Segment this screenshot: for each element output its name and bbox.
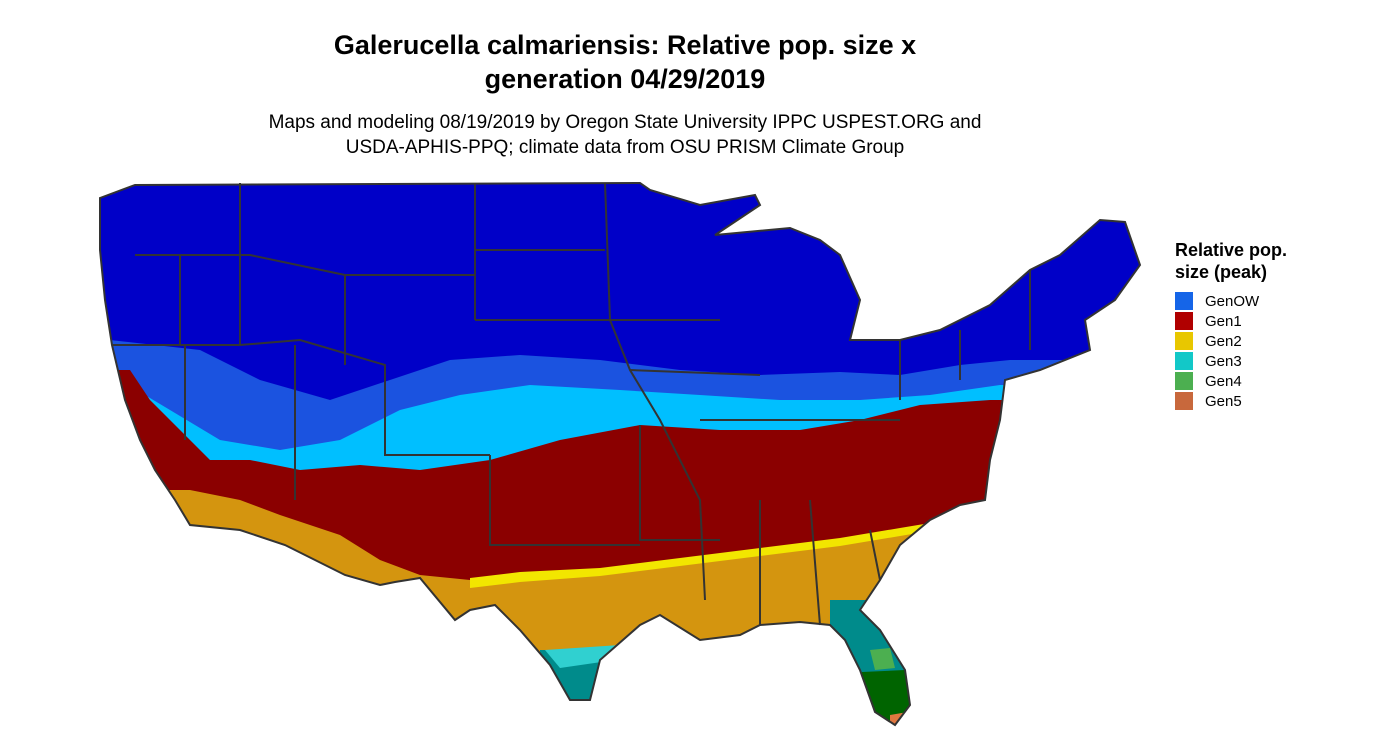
state-line-mississippi xyxy=(604,182,706,601)
legend-label-genow: GenOW xyxy=(1205,292,1260,310)
legend-label-gen2: Gen2 xyxy=(1205,332,1242,350)
zone-green-florida xyxy=(870,648,895,670)
legend-swatch-gen4 xyxy=(1175,372,1193,390)
legend-label-gen5: Gen5 xyxy=(1205,392,1242,410)
legend-item-gen2: Gen2 xyxy=(1175,331,1287,351)
legend-title-line1: Relative pop. xyxy=(1175,240,1288,260)
legend-item-gen4: Gen4 xyxy=(1175,371,1287,391)
state-borders xyxy=(99,182,1141,726)
legend-label-gen4: Gen4 xyxy=(1205,372,1242,390)
legend-swatch-gen1 xyxy=(1175,312,1193,330)
legend-item-gen5: Gen5 xyxy=(1175,391,1287,411)
map-subtitle-line2: USDA-APHIS-PPQ; climate data from OSU PR… xyxy=(345,137,905,158)
state-line-dakotas xyxy=(474,183,610,321)
map-title-line2: generation 04/29/2019 xyxy=(484,64,766,94)
legend-item-gen1: Gen1 xyxy=(1175,311,1287,331)
legend-list: GenOW Gen1 Gen2 Gen3 Gen4 Gen5 xyxy=(1175,291,1287,411)
map-title-line1: Galerucella calmariensis: Relative pop. … xyxy=(333,30,917,60)
legend-swatch-genow xyxy=(1175,292,1193,310)
legend-title-line2: size (peak) xyxy=(1175,262,1268,282)
legend-item-gen3: Gen3 xyxy=(1175,351,1287,371)
state-line-southeast xyxy=(639,425,881,626)
state-line-montana xyxy=(135,254,475,276)
legend-swatch-gen5 xyxy=(1175,392,1193,410)
state-line-midwest xyxy=(344,275,900,421)
map-legend: Relative pop. size (peak) GenOW Gen1 Gen… xyxy=(1175,239,1287,411)
legend-swatch-gen2 xyxy=(1175,332,1193,350)
zone-cyan-texas xyxy=(545,645,620,668)
legend-swatch-gen3 xyxy=(1175,352,1193,370)
zone-yellow-strip xyxy=(470,518,960,588)
legend-label-gen3: Gen3 xyxy=(1205,352,1242,370)
legend-item-genow: GenOW xyxy=(1175,291,1287,311)
state-line-interior xyxy=(179,183,296,500)
state-line-west xyxy=(112,338,490,456)
legend-label-gen1: Gen1 xyxy=(1205,312,1242,330)
map-subtitle-line1: Maps and modeling 08/19/2019 by Oregon S… xyxy=(268,112,982,133)
state-line-texas xyxy=(489,455,640,546)
state-line-northeast xyxy=(899,270,1031,400)
